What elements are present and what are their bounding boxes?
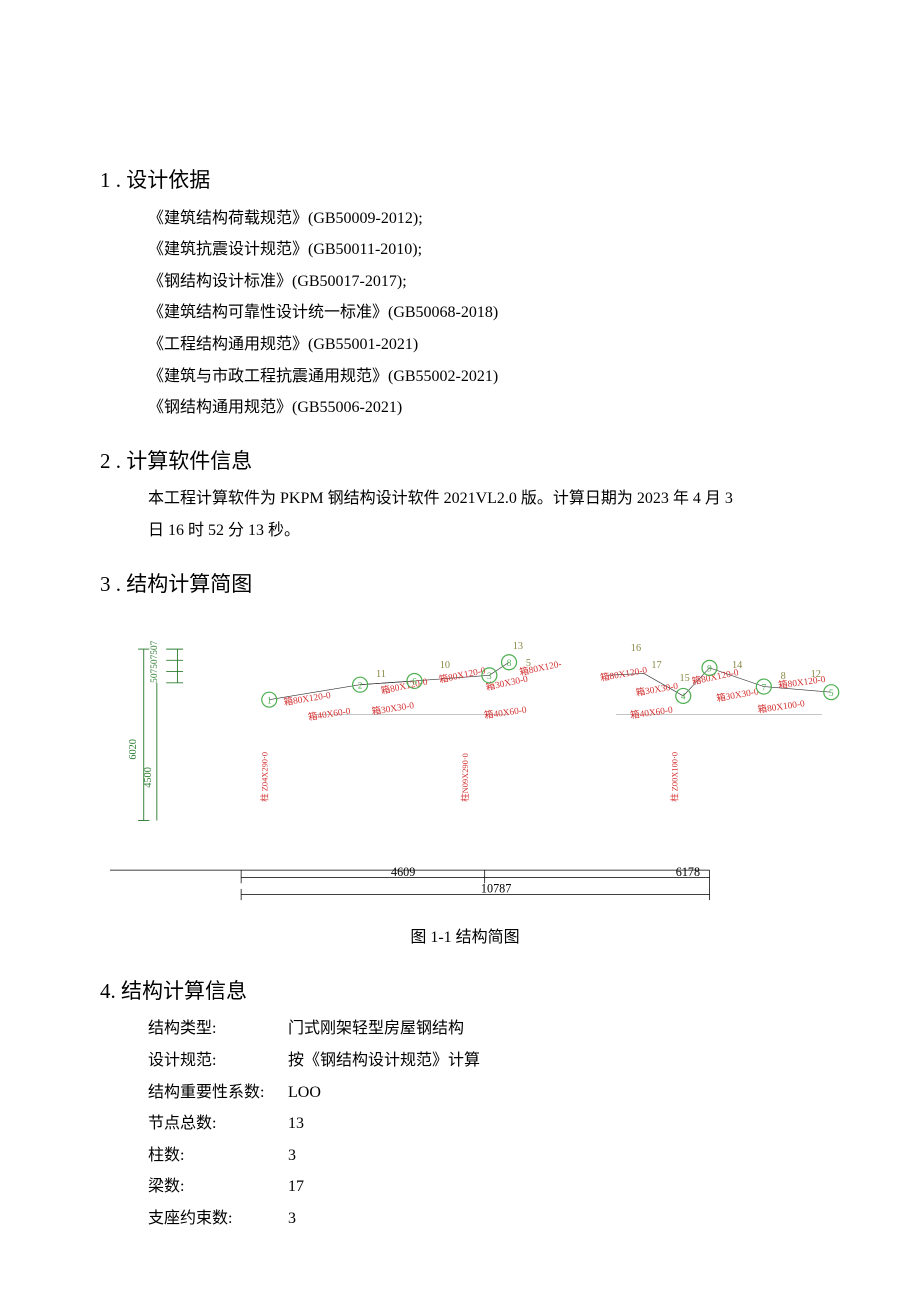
info-row: 节点总数: 13 xyxy=(148,1111,820,1137)
info-value: 按《钢结构设计规范》计算 xyxy=(288,1048,480,1074)
software-info-line: 日 16 时 52 分 13 秒。 xyxy=(100,518,820,544)
member-label: 箱30X30-0 xyxy=(635,680,679,699)
top-label: 10 xyxy=(440,660,450,671)
info-value: 3 xyxy=(288,1206,296,1232)
info-label: 结构重要性系数: xyxy=(148,1080,288,1106)
references-list: 《建筑结构荷载规范》(GB50009-2012); 《建筑抗震设计规范》(GB5… xyxy=(100,206,820,421)
svg-text:3: 3 xyxy=(487,672,492,682)
info-value: 17 xyxy=(288,1174,304,1200)
calc-info-list: 结构类型: 门式刚架轻型房屋钢结构 设计规范: 按《钢结构设计规范》计算 结构重… xyxy=(100,1016,820,1231)
member-label: 箱80X100-0 xyxy=(757,697,806,716)
reference-item: 《建筑与市政工程抗震通用规范》(GB55002-2021) xyxy=(148,364,820,390)
structural-diagram: 507507507 6020 4500 箱80X120-0 箱40X60-0 箱… xyxy=(100,619,820,951)
section-1-heading: 1 . 设计依据 xyxy=(100,164,820,198)
horizontal-dim-group: 4609 6178 10787 xyxy=(110,865,709,900)
dim-text: 10787 xyxy=(481,882,511,896)
top-label: 5 xyxy=(526,658,531,669)
node-5: 5 xyxy=(824,685,839,700)
info-value: 门式刚架轻型房屋钢结构 xyxy=(288,1016,464,1042)
dim-text: 4500 xyxy=(143,767,154,788)
info-label: 柱数: xyxy=(148,1143,288,1169)
member-label: 箱30X30-0 xyxy=(371,699,415,718)
node-7: 7 xyxy=(756,679,771,694)
top-label: 12 xyxy=(811,669,821,680)
member-label: 箱30X30-0 xyxy=(715,685,759,704)
info-value: LOO xyxy=(288,1080,321,1106)
vertical-dim-group: 507507507 6020 4500 xyxy=(128,641,183,821)
member-label: 箱40X60-0 xyxy=(307,705,351,724)
dim-text: 6020 xyxy=(128,739,139,760)
column-label: 柱 Z00X100·0 xyxy=(670,752,680,802)
section-3-heading: 3 . 结构计算简图 xyxy=(100,568,820,602)
svg-text:1: 1 xyxy=(267,697,272,707)
left-truss-group: 箱80X120-0 箱40X60-0 箱80X120-0 箱30X30-0 箱8… xyxy=(259,641,562,802)
info-row: 设计规范: 按《钢结构设计规范》计算 xyxy=(148,1048,820,1074)
svg-text:2: 2 xyxy=(358,682,363,692)
software-info-line: 本工程计算软件为 PKPM 钢结构设计软件 2021VL2.0 版。计算日期为 … xyxy=(100,486,820,512)
info-row: 结构重要性系数: LOO xyxy=(148,1080,820,1106)
top-label: 13 xyxy=(513,641,523,652)
top-label: 17 xyxy=(651,660,661,671)
svg-text:6: 6 xyxy=(412,678,417,688)
top-label: 15 xyxy=(680,673,690,684)
reference-item: 《钢结构设计标准》(GB50017-2017); xyxy=(148,269,820,295)
info-row: 梁数: 17 xyxy=(148,1174,820,1200)
node-2: 2 xyxy=(353,677,368,692)
node-9: 9 xyxy=(702,660,717,675)
svg-text:7: 7 xyxy=(761,683,766,693)
member-label: 箱40X60-0 xyxy=(630,704,674,722)
dim-text: 6178 xyxy=(676,865,700,879)
section-2-heading: 2 . 计算软件信息 xyxy=(100,445,820,479)
member-label: 箱40X60-0 xyxy=(483,704,527,722)
reference-item: 《工程结构通用规范》(GB55001-2021) xyxy=(148,332,820,358)
dim-text: 507507507 xyxy=(150,641,160,683)
member-label: 箱80X120-0 xyxy=(283,689,332,708)
structural-diagram-svg: 507507507 6020 4500 箱80X120-0 箱40X60-0 箱… xyxy=(110,619,850,919)
info-label: 结构类型: xyxy=(148,1016,288,1042)
reference-item: 《钢结构通用规范》(GB55006-2021) xyxy=(148,395,820,421)
info-label: 支座约束数: xyxy=(148,1206,288,1232)
info-value: 3 xyxy=(288,1143,296,1169)
info-row: 结构类型: 门式刚架轻型房屋钢结构 xyxy=(148,1016,820,1042)
member-label: 箱80X120-0 xyxy=(599,664,648,684)
right-truss-group: 箱80X120-0 箱30X30-0 箱40X60-0 箱80X120-0 箱3… xyxy=(599,643,831,802)
dim-text: 4609 xyxy=(391,865,415,879)
reference-item: 《建筑结构荷载规范》(GB50009-2012); xyxy=(148,206,820,232)
column-label: 柱 Z04X290·0 xyxy=(259,752,269,802)
top-label: 8 xyxy=(781,671,786,682)
node-4: 4 xyxy=(676,689,691,704)
diagram-caption: 图 1-1 结构简图 xyxy=(110,925,820,951)
svg-text:5: 5 xyxy=(829,689,834,699)
reference-item: 《建筑抗震设计规范》(GB50011-2010); xyxy=(148,237,820,263)
reference-item: 《建筑结构可靠性设计统一标准》(GB50068-2018) xyxy=(148,300,820,326)
info-label: 梁数: xyxy=(148,1174,288,1200)
column-label: 柱N09X290·0 xyxy=(460,753,470,802)
node-8: 8 xyxy=(502,655,517,670)
info-label: 节点总数: xyxy=(148,1111,288,1137)
section-4-heading: 4. 结构计算信息 xyxy=(100,975,820,1009)
top-label: 14 xyxy=(732,660,742,671)
info-row: 柱数: 3 xyxy=(148,1143,820,1169)
top-label: 11 xyxy=(376,669,386,680)
node-1: 1 xyxy=(262,692,277,707)
info-label: 设计规范: xyxy=(148,1048,288,1074)
top-label: 16 xyxy=(631,643,641,654)
svg-text:8: 8 xyxy=(507,659,512,669)
info-value: 13 xyxy=(288,1111,304,1137)
svg-text:9: 9 xyxy=(707,665,712,675)
info-row: 支座约束数: 3 xyxy=(148,1206,820,1232)
svg-text:4: 4 xyxy=(681,693,686,703)
